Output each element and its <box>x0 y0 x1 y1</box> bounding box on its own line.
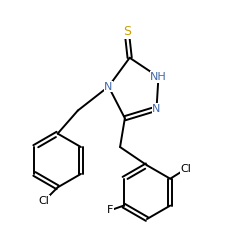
Text: Cl: Cl <box>180 164 191 174</box>
Text: S: S <box>123 25 131 38</box>
Text: N: N <box>152 104 161 114</box>
Text: F: F <box>107 205 113 216</box>
Text: N: N <box>104 82 113 92</box>
Text: NH: NH <box>150 72 167 82</box>
Text: Cl: Cl <box>39 196 50 206</box>
